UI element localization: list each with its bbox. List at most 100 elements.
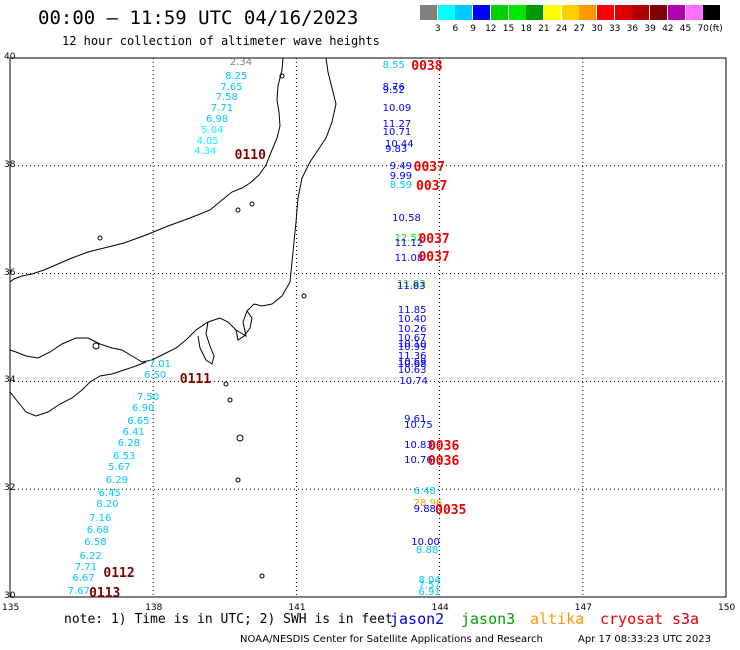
wave-height-value: 11.36 — [397, 351, 427, 363]
island — [259, 573, 265, 579]
wave-height-value: 10.63 — [397, 364, 427, 376]
wave-height-value: 12.52 — [394, 232, 424, 244]
scale-swatch — [437, 5, 455, 20]
latitude-tick-label: 38 — [4, 159, 16, 170]
map-frame — [9, 57, 727, 598]
observation-time-label: 0036 — [427, 439, 460, 455]
shikoku-kyushu-coast — [9, 361, 147, 417]
scale-label: 70 — [697, 24, 709, 34]
wave-height-value: 8.20 — [96, 499, 119, 511]
wave-height-value: 6.68 — [86, 525, 109, 537]
island — [92, 342, 100, 350]
wave-height-value: 10.00 — [411, 537, 440, 549]
wave-height-value: 6.67 — [72, 573, 95, 585]
japan-coastline — [9, 57, 337, 417]
wave-height-value: 6.53 — [112, 450, 136, 462]
wave-height-value: 8.25 — [225, 70, 248, 82]
observation-time-label: 0112 — [103, 565, 135, 581]
satellite-legend-jason3: jason3 — [461, 610, 516, 628]
scale-swatch — [508, 5, 526, 20]
wave-height-value: 6.45 — [98, 487, 121, 499]
wave-height-value: 7.58 — [215, 92, 238, 104]
wave-height-value: 8.76 — [382, 81, 405, 93]
observation-time-label: 0037 — [418, 250, 450, 266]
wave-height-value: 11.12 — [394, 237, 424, 249]
wave-height-value: 7.71 — [210, 103, 234, 115]
latitude-tick-label: 40 — [4, 52, 16, 62]
island — [236, 434, 244, 442]
observation-time-label: 0110 — [234, 148, 266, 164]
island — [223, 381, 229, 387]
scale-swatch — [632, 5, 650, 20]
wave-height-value: 11.08 — [394, 252, 424, 264]
island — [235, 477, 241, 483]
footnote: note: 1) Time is in UTC; 2) SWH is in fe… — [64, 612, 393, 627]
wave-height-value: 6.22 — [79, 550, 102, 562]
longitude-tick-label: 150 — [718, 603, 736, 613]
latitude-tick-label: 30 — [4, 591, 16, 601]
longitude-tick-label: 144 — [431, 603, 449, 613]
wave-height-value: 11.85 — [397, 305, 427, 317]
satellite-legend-cryosat: cryosat — [600, 610, 664, 628]
scale-label: 9 — [470, 24, 476, 34]
scale-swatch — [561, 5, 579, 20]
wave-height-value: 9.83 — [385, 143, 408, 155]
wave-height-value: 10.76 — [404, 455, 433, 467]
scale-swatch — [685, 5, 703, 20]
lat-lon-gridlines — [10, 58, 726, 597]
wave-height-value: 10.68 — [397, 359, 427, 371]
scale-swatch — [420, 5, 437, 20]
wave-height-value: 6.50 — [143, 370, 167, 381]
wave-height-value: 6.98 — [206, 113, 229, 125]
wave-height-value: 6.65 — [127, 415, 150, 427]
east-coast-honshu — [9, 57, 337, 363]
wave-height-value: 6.48 — [413, 485, 436, 497]
scale-label: 39 — [644, 24, 656, 34]
wave-height-value: 9.99 — [389, 170, 413, 182]
scale-swatch — [526, 5, 544, 20]
wave-height-value: 11.83 — [396, 279, 426, 291]
island — [301, 293, 307, 299]
wave-height-value: 10.99 — [397, 341, 427, 353]
scale-swatch — [667, 5, 685, 20]
wave-height-value: 7.01 — [148, 359, 171, 371]
wave-height-value: 6.90 — [132, 403, 155, 415]
wave-height-value: 10.58 — [392, 212, 421, 224]
island — [249, 201, 255, 207]
scale-swatch — [614, 5, 632, 20]
wave-height-value: 8.59 — [389, 179, 413, 191]
wave-height-value: 11.83 — [396, 281, 426, 293]
scale-label: 45 — [679, 24, 692, 34]
satellite-legend-s3a: s3a — [672, 610, 700, 628]
wave-height-value: 7.16 — [89, 512, 112, 524]
wave-height-value: 9.52 — [382, 85, 405, 97]
scale-label: 24 — [555, 24, 568, 34]
scale-swatch — [597, 5, 614, 20]
wave-height-value: 7.50 — [136, 391, 160, 403]
scale-swatch — [455, 5, 473, 20]
observation-time-label: 0035 — [435, 502, 467, 518]
scale-swatch — [650, 5, 668, 20]
wave-height-value: 10.67 — [397, 333, 427, 345]
wave-height-value: 6.58 — [84, 537, 107, 549]
map-subtitle: 12 hour collection of altimeter wave hei… — [62, 34, 380, 48]
scale-swatch — [703, 5, 721, 20]
scale-label: 21 — [538, 24, 550, 34]
wave-height-value: 10.26 — [397, 324, 427, 336]
wave-height-value: 7.65 — [220, 81, 243, 93]
map-title: 00:00 – 11:59 UTC 04/16/2023 — [38, 7, 359, 29]
izu-peninsula — [197, 321, 215, 365]
wave-height-value: 10.40 — [397, 314, 427, 326]
wave-height-value: 7.71 — [74, 562, 98, 574]
wave-height-value: 6.28 — [117, 438, 140, 450]
scale-swatch — [490, 5, 508, 20]
wave-height-value: 2.34 — [229, 57, 253, 69]
observation-time-label: 0037 — [416, 179, 448, 195]
longitude-tick-label: 147 — [574, 603, 592, 613]
scale-label: 15 — [502, 24, 515, 34]
wave-height-value: 10.83 — [404, 440, 433, 452]
scale-label: 3 — [434, 24, 441, 34]
scale-label: 30 — [591, 24, 603, 34]
wave-height-value: 9.49 — [389, 160, 413, 172]
scale-label: 18 — [520, 24, 532, 34]
